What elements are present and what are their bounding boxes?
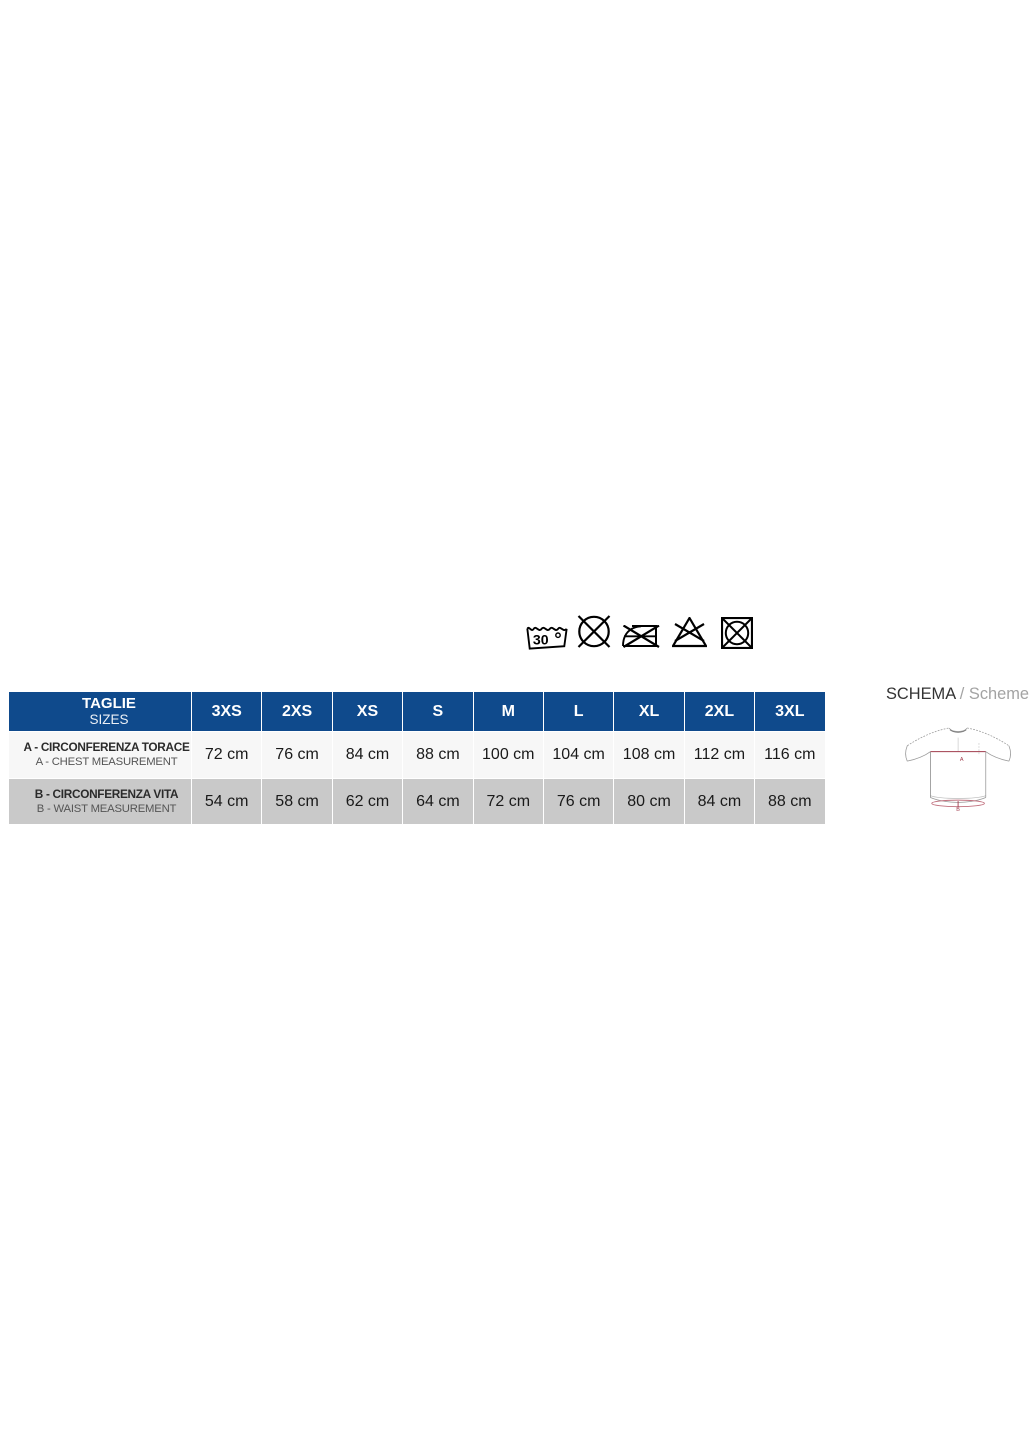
svg-text:30: 30 [533, 632, 549, 648]
svg-text:A: A [960, 757, 964, 763]
svg-text:B: B [956, 807, 960, 813]
